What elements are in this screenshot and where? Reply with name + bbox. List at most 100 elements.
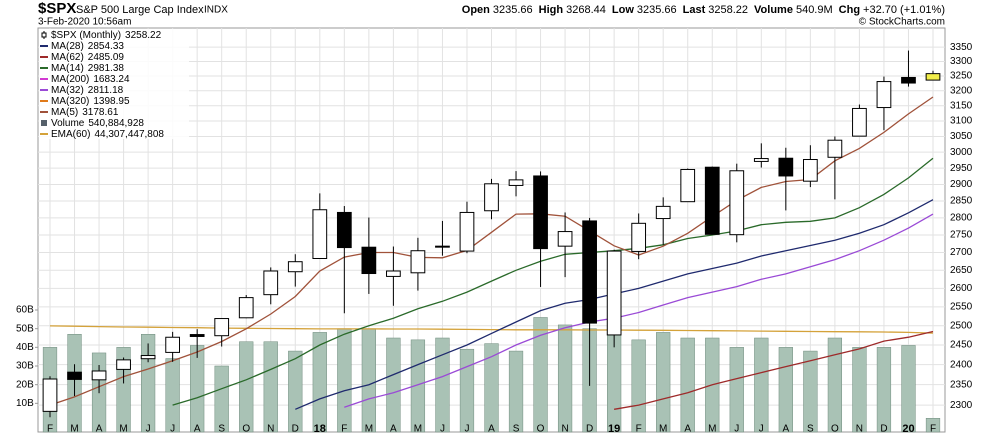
legend-name: Volume	[51, 118, 85, 129]
x-tick-label: A	[194, 424, 201, 435]
symbol: $SPX	[38, 0, 76, 17]
candle-body	[386, 270, 401, 277]
stat-label: Low	[612, 4, 634, 16]
legend-icon	[41, 32, 47, 38]
credit: © StockCharts.com	[859, 17, 945, 28]
legend-value: 2811.18	[88, 85, 124, 96]
y-tick-label: 2750	[950, 230, 973, 241]
candle-body	[802, 159, 818, 182]
legend-icon	[41, 120, 47, 126]
candle-body	[533, 175, 548, 250]
candle-body	[631, 222, 647, 252]
candle-body	[484, 183, 499, 212]
volume-bar	[337, 328, 352, 433]
legend-label: MA(28) 2854.33	[51, 41, 124, 52]
x-tick-label: J	[734, 424, 739, 435]
x-tick-label: J	[759, 424, 764, 435]
x-tick-label: M	[70, 424, 78, 435]
volume-bar	[239, 341, 254, 433]
candle-body	[214, 318, 230, 337]
stat-value: 3235.66	[493, 4, 533, 16]
volume-bar	[459, 348, 475, 433]
legend-value: 2485.09	[88, 52, 125, 63]
candle-body	[508, 179, 524, 186]
x-tick-label: F	[47, 424, 53, 435]
y-tick-label: 2450	[950, 340, 973, 351]
legend-name: EMA(60)	[51, 129, 90, 140]
x-tick-label: S	[513, 424, 520, 435]
candle-body	[410, 250, 426, 274]
exchange: INDX	[204, 5, 228, 16]
y-tick-label: 2400	[950, 359, 973, 370]
candle-body	[336, 211, 352, 249]
volume-bar	[263, 341, 278, 433]
x-tick-label: A	[390, 424, 397, 435]
volume-bar	[631, 339, 646, 433]
volume-bar	[876, 347, 892, 433]
volume-ema-line	[49, 325, 934, 334]
volume-bar	[533, 317, 548, 433]
volume-bar	[557, 324, 573, 433]
legend-name: MA(28)	[51, 41, 84, 52]
volume-bar	[778, 347, 793, 433]
legend-name: MA(62)	[51, 52, 84, 63]
volume-bar	[901, 345, 916, 433]
candle-body	[680, 168, 696, 203]
volume-bar	[852, 347, 867, 433]
x-tick-label: N	[267, 424, 274, 435]
candle-body	[852, 107, 867, 137]
timestamp: 3-Feb-2020 10:56am	[38, 17, 131, 28]
candle-body	[263, 270, 279, 296]
legend-name: MA(320)	[51, 96, 89, 107]
volume-bar	[484, 343, 499, 433]
x-tick-label: S	[807, 424, 814, 435]
x-tick-label: J	[170, 424, 175, 435]
volume-bar	[925, 418, 941, 433]
y-tick-label: 2900	[950, 179, 973, 190]
x-tick-label: F	[930, 424, 936, 435]
candle-body	[91, 370, 107, 381]
candle-body	[140, 355, 156, 360]
y-tick-label: 2650	[950, 265, 973, 276]
y-tick-label: 3000	[950, 147, 973, 158]
y2-tick-label: 20B	[16, 379, 34, 390]
legend-value: 1398.95	[93, 96, 130, 107]
x-tick-label: M	[659, 424, 667, 435]
x-tick-label: D	[880, 424, 887, 435]
stat-value: +32.70 (+1.01%)	[863, 4, 945, 16]
candle-body	[42, 378, 58, 412]
y-tick-label: 3150	[950, 100, 973, 111]
x-tick-label: O	[537, 424, 545, 435]
candle-body	[459, 211, 475, 252]
candle-body	[165, 336, 181, 353]
x-tick-label: J	[146, 424, 151, 435]
y-tick-label: 3300	[950, 56, 973, 67]
candle-body	[361, 246, 377, 275]
legend-value: 2981.38	[88, 63, 125, 74]
y2-tick-label: 50B	[16, 323, 34, 334]
x-tick-label: 18	[314, 423, 326, 435]
x-tick-label: 20	[902, 423, 914, 435]
x-tick-label: J	[440, 424, 445, 435]
legend-name: MA(14)	[51, 63, 84, 74]
x-tick-label: A	[488, 424, 495, 435]
y-tick-label: 2550	[950, 302, 973, 313]
y-tick-label: 3100	[950, 116, 973, 127]
legend-label: EMA(60) 44,307,447,808	[51, 129, 164, 140]
volume-bar	[508, 350, 524, 433]
y-tick-label: 2700	[950, 247, 973, 258]
y-tick-label: 2600	[950, 283, 973, 294]
index-name: S&P 500 Large Cap Index	[76, 4, 204, 16]
y-tick-label: 2350	[950, 379, 973, 390]
legend-label: Volume 540,884,928	[51, 118, 144, 129]
legend-value: 1683.24	[93, 74, 130, 85]
volume-bar	[361, 328, 376, 433]
volume-bar	[214, 365, 229, 433]
y2-tick-label: 40B	[16, 342, 34, 353]
x-tick-label: O	[242, 424, 250, 435]
stat-value: 3268.44	[566, 4, 606, 16]
x-tick-label: S	[218, 424, 225, 435]
volume-bar	[729, 347, 744, 433]
candle-body	[655, 205, 671, 220]
x-tick-label: M	[708, 424, 716, 435]
